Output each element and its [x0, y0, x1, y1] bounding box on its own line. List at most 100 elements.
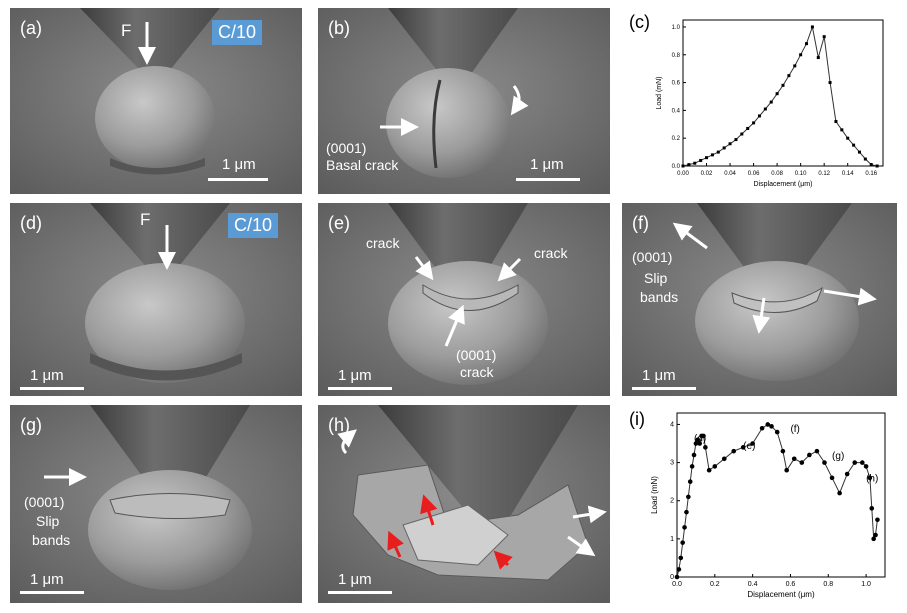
data-point: [757, 114, 761, 118]
slip-label-f-3: bands: [640, 289, 679, 305]
data-point: [740, 132, 744, 136]
slip-label-f-2: Slip: [644, 270, 668, 286]
data-point: [863, 157, 867, 161]
data-point: [810, 25, 814, 29]
scale-label-h: 1 μm: [338, 571, 372, 588]
data-point: [695, 437, 701, 442]
data-point: [799, 53, 803, 57]
chart-annotation: (g): [832, 451, 844, 462]
data-point: [793, 64, 797, 68]
y-axis-label: Load (mN): [656, 76, 663, 109]
data-point: [769, 100, 773, 104]
x-tick-label: 0.06: [748, 171, 760, 177]
crack-label-e-bottom-2: crack: [460, 364, 494, 380]
x-tick-label: 0.02: [701, 171, 713, 177]
chart-annotation: (f): [790, 424, 799, 435]
x-tick-label: 0.2: [710, 581, 720, 588]
data-point: [852, 143, 856, 147]
data-point: [814, 448, 820, 454]
sem-image-h: [318, 405, 610, 603]
y-tick-label: 3: [670, 460, 674, 467]
crack-label-b-2: Basal crack: [326, 157, 399, 173]
data-point: [693, 441, 699, 446]
sem-image-b: [318, 8, 610, 194]
x-tick-label: 1.0: [861, 581, 871, 588]
data-point: [875, 517, 880, 523]
panel-f: (f) (0001) Slip bands 1 μm: [622, 203, 897, 396]
panel-label-e: (e): [328, 213, 350, 233]
x-tick-label: 0.8: [823, 581, 833, 588]
slip-label-g-1: (0001): [24, 494, 65, 510]
scale-bar-a: [208, 178, 268, 181]
panel-label-f: (f): [632, 213, 649, 233]
data-point: [705, 156, 709, 160]
scale-label-b: 1 μm: [530, 156, 564, 173]
y-tick-label: 2: [670, 498, 674, 505]
series-line: [682, 25, 878, 167]
data-point: [706, 467, 712, 473]
data-point: [697, 441, 702, 446]
data-point: [807, 452, 812, 458]
orientation-badge-a: C/10: [212, 20, 263, 45]
plot-frame: [676, 412, 886, 578]
data-point: [740, 445, 746, 450]
data-point: [816, 56, 820, 60]
data-point: [731, 448, 737, 454]
scale-bar-b: [516, 178, 580, 181]
data-point: [775, 92, 779, 96]
data-point: [837, 490, 842, 496]
x-tick-label: 0.00: [677, 171, 689, 177]
sem-image-g: [10, 405, 302, 603]
data-point: [871, 536, 876, 542]
panel-label-d: (d): [20, 213, 42, 233]
data-point: [678, 555, 684, 561]
data-point: [689, 464, 695, 469]
data-point: [752, 121, 756, 125]
x-axis-label: Displacement (μm): [754, 181, 813, 188]
x-tick-label: 0.14: [842, 171, 854, 177]
data-point: [676, 567, 682, 572]
data-point: [805, 42, 809, 46]
data-point: [875, 164, 879, 168]
x-tick-label: 0.6: [786, 581, 796, 588]
data-point: [781, 83, 785, 87]
panel-a: (a) F C/10 1 μm: [10, 8, 302, 194]
x-tick-label: 0.0: [672, 581, 682, 588]
panel-label-b: (b): [328, 18, 350, 38]
chart-annotation: (d): [694, 434, 706, 445]
y-tick-label: 1.0: [672, 25, 681, 31]
slip-label-f-1: (0001): [632, 249, 673, 265]
data-point: [873, 532, 878, 538]
y-tick-label: 1: [670, 536, 674, 543]
data-point: [829, 475, 835, 481]
data-point: [822, 35, 826, 39]
data-point: [791, 456, 797, 462]
data-point: [784, 467, 789, 473]
scale-label-g: 1 μm: [30, 571, 64, 588]
slip-label-g-3: bands: [32, 532, 71, 548]
data-point: [867, 475, 873, 481]
data-point: [750, 441, 755, 446]
data-point: [687, 479, 693, 484]
scale-bar-d: [20, 387, 84, 390]
data-point: [712, 464, 718, 469]
sem-image-e: [318, 203, 610, 396]
data-point: [691, 452, 697, 458]
data-point: [734, 138, 738, 142]
data-point: [765, 422, 771, 427]
y-tick-label: 0.2: [672, 136, 681, 142]
scale-label-a: 1 μm: [222, 156, 256, 173]
data-point: [774, 429, 780, 435]
panel-g: (g) (0001) Slip bands 1 μm: [10, 405, 302, 603]
sem-image-d: [10, 203, 302, 396]
scale-bar-g: [20, 591, 84, 594]
panel-d: (d) F C/10 1 μm: [10, 203, 302, 396]
data-point: [860, 460, 865, 465]
data-point: [728, 142, 732, 146]
panel-label-a: (a): [20, 18, 42, 38]
crack-label-e-right: crack: [534, 245, 568, 261]
y-tick-label: 0.6: [672, 81, 681, 87]
data-point: [703, 445, 708, 450]
panel-label-i: (i): [629, 409, 645, 429]
panel-label-c: (c): [629, 12, 650, 32]
